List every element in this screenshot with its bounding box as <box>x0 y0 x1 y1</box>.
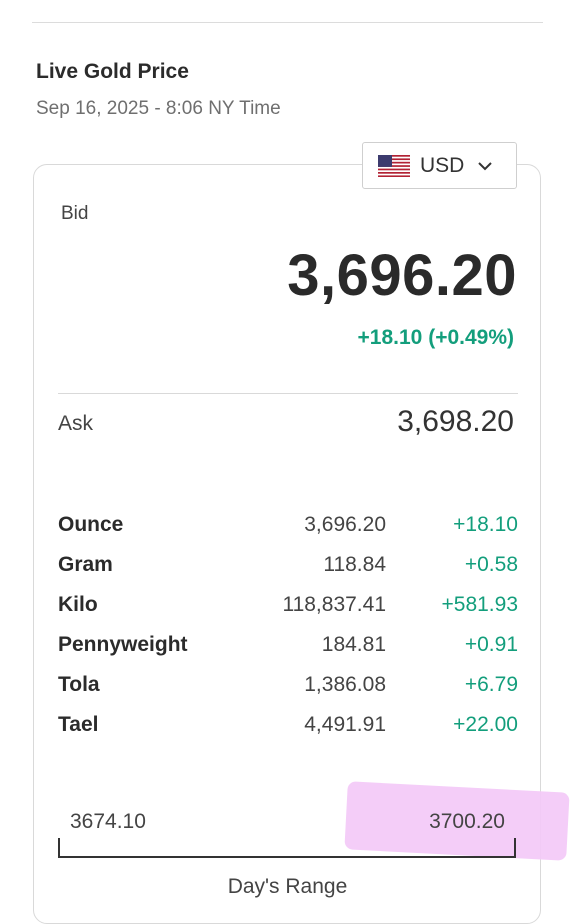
unit-row-ounce: Ounce 3,696.20 +18.10 <box>58 505 518 545</box>
bid-change: +18.10 (+0.49%) <box>357 326 514 349</box>
unit-price: 184.81 <box>321 633 386 656</box>
unit-change: +581.93 <box>441 593 519 616</box>
bid-ask-divider <box>58 393 518 394</box>
unit-name: Tael <box>58 713 99 736</box>
unit-name: Pennyweight <box>58 633 188 656</box>
page-title: Live Gold Price <box>36 60 189 83</box>
unit-price: 118,837.41 <box>282 593 386 616</box>
ask-label: Ask <box>58 412 94 435</box>
unit-change: +6.79 <box>464 673 518 696</box>
day-range-high: 3700.20 <box>429 810 505 833</box>
chevron-down-icon <box>478 161 493 170</box>
us-flag-icon <box>378 154 410 177</box>
unit-row-pennyweight: Pennyweight 184.81 +0.91 <box>58 625 518 665</box>
unit-price: 1,386.08 <box>304 673 386 696</box>
unit-change: +22.00 <box>453 713 518 736</box>
ask-price: 3,698.20 <box>397 405 514 438</box>
timestamp: Sep 16, 2025 - 8:06 NY Time <box>36 98 281 119</box>
units-table: Ounce 3,696.20 +18.10 Gram 118.84 +0.58 … <box>58 505 518 745</box>
unit-row-tael: Tael 4,491.91 +22.00 <box>58 705 518 745</box>
currency-select[interactable]: USD <box>362 142 517 189</box>
unit-row-gram: Gram 118.84 +0.58 <box>58 545 518 585</box>
unit-change: +0.58 <box>464 553 518 576</box>
unit-row-tola: Tola 1,386.08 +6.79 <box>58 665 518 705</box>
unit-change: +18.10 <box>453 513 518 536</box>
unit-name: Gram <box>58 553 113 576</box>
unit-name: Ounce <box>58 513 124 536</box>
unit-row-kilo: Kilo 118,837.41 +581.93 <box>58 585 518 625</box>
unit-change: +0.91 <box>464 633 518 656</box>
currency-label: USD <box>420 153 465 177</box>
top-divider <box>32 22 543 23</box>
unit-price: 4,491.91 <box>304 713 386 736</box>
day-range-bar <box>58 838 516 858</box>
unit-name: Tola <box>58 673 100 696</box>
bid-label: Bid <box>61 203 89 224</box>
bid-price: 3,696.20 <box>287 243 517 308</box>
unit-price: 3,696.20 <box>304 513 386 536</box>
unit-price: 118.84 <box>323 553 386 576</box>
day-range-low: 3674.10 <box>70 810 146 833</box>
day-range-label: Day's Range <box>227 875 348 898</box>
unit-name: Kilo <box>58 593 98 616</box>
